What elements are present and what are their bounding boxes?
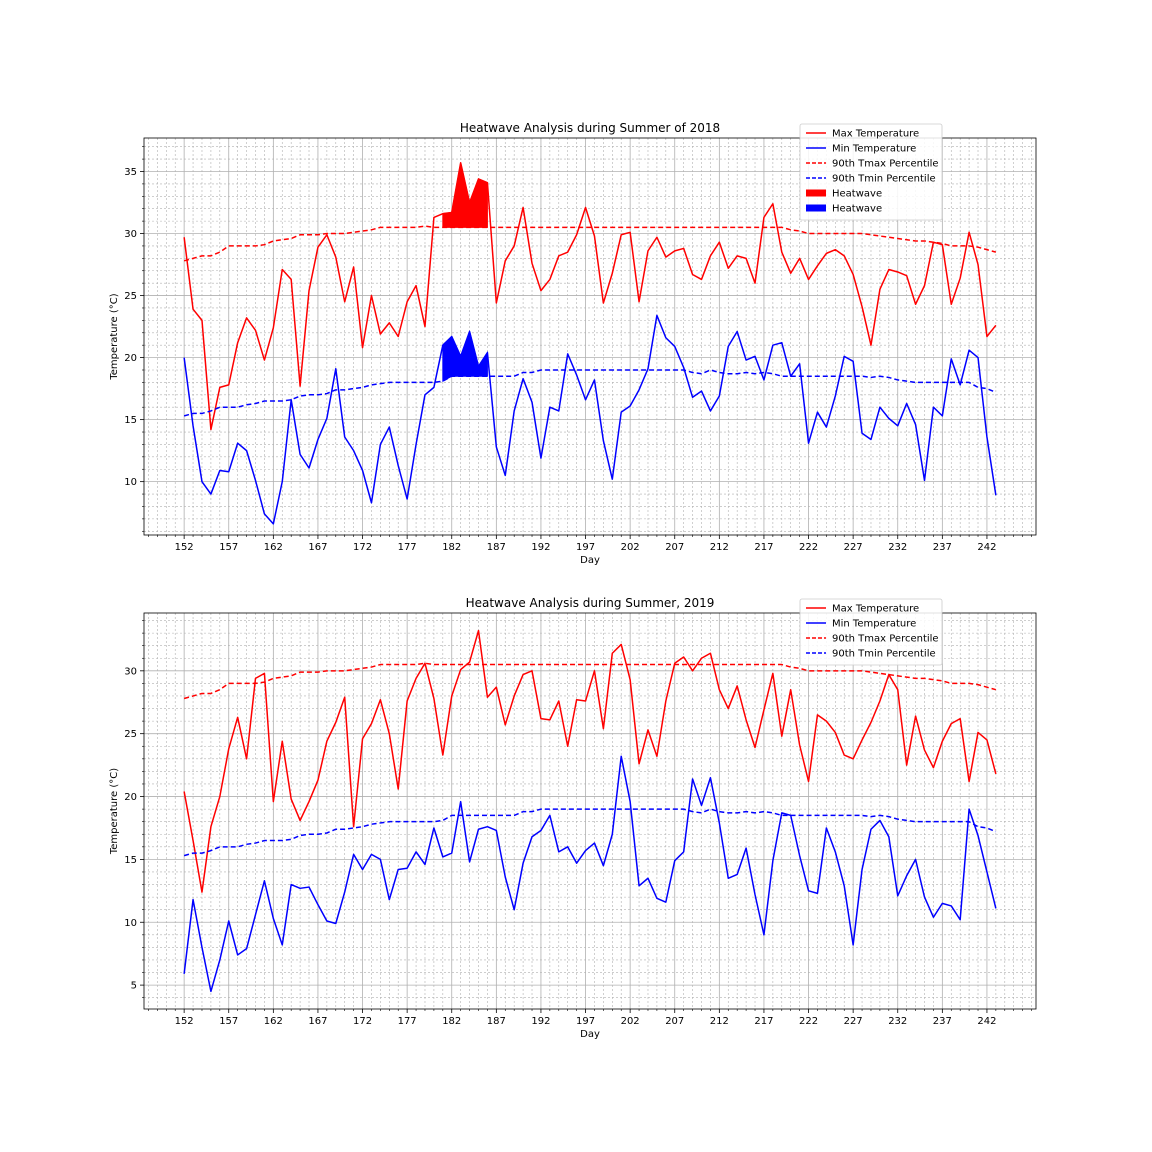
legend-box [799, 598, 943, 666]
x-tick-label: 187 [487, 1016, 506, 1027]
legend-entry-label: 90th Tmax Percentile [832, 159, 939, 170]
x-tick-label: 217 [754, 542, 773, 553]
chart-2019: 152 157 162 167 172 177 182 187 192 197 202 207 212 2… [109, 596, 1037, 1040]
x-tick-label: 167 [308, 542, 327, 553]
x-tick-label: 177 [398, 542, 417, 553]
x-tick-label: 227 [844, 1016, 863, 1027]
chart-2018: 152 157 162 167 172 177 182 187 192 197 202 207 212 2… [109, 121, 1037, 566]
legend-entry-label: Heatwave [832, 189, 882, 200]
x-tick-label: 207 [665, 1016, 684, 1027]
x-tick-label: 162 [264, 542, 283, 553]
series-line-90th-tmin-percentile [183, 369, 997, 417]
legend-entry-label: Heatwave [832, 204, 882, 215]
plot-area [144, 613, 1036, 1009]
legend-swatch-patch [806, 204, 826, 212]
x-tick-label: 157 [219, 542, 238, 553]
legend-entry-label: 90th Tmin Percentile [832, 174, 936, 185]
x-tick-label: 192 [531, 542, 550, 553]
y-axis-label: Temperature (°C) [109, 293, 120, 380]
x-axis-label: Day [580, 1029, 600, 1040]
chart-title: Heatwave Analysis during Summer of 2018 [460, 121, 720, 135]
x-tick-label: 232 [888, 1016, 907, 1027]
legend-entry-label: Max Temperature [832, 604, 919, 615]
x-tick-label: 172 [353, 1016, 372, 1027]
series-line-min-temperature [183, 314, 997, 525]
series-line-90th-tmax-percentile [183, 225, 997, 262]
y-tick-label: 15 [124, 855, 137, 866]
x-tick-label: 172 [353, 542, 372, 553]
x-tick-label: 187 [487, 542, 506, 553]
x-tick-label: 242 [977, 1016, 996, 1027]
x-tick-label: 202 [621, 1016, 640, 1027]
x-tick-label: 182 [442, 1016, 461, 1027]
y-tick-label: 10 [124, 477, 137, 488]
x-tick-label: 152 [175, 542, 194, 553]
axes-frame [143, 137, 1037, 536]
x-tick-label: 152 [175, 1016, 194, 1027]
grid [144, 613, 1036, 1009]
x-tick-label: 212 [710, 542, 729, 553]
axes-frame [143, 612, 1037, 1010]
x-tick-label: 177 [398, 1016, 417, 1027]
x-tick-label: 227 [844, 542, 863, 553]
legend-entry-label: Min Temperature [832, 144, 916, 155]
y-tick-label: 35 [124, 167, 137, 178]
series-line-min-temperature [183, 755, 997, 993]
x-tick-label: 197 [576, 542, 595, 553]
legend-entry-label: 90th Tmax Percentile [832, 634, 939, 645]
legend-entry-label: 90th Tmin Percentile [832, 649, 936, 660]
x-tick-label: 237 [933, 542, 952, 553]
y-tick-label: 20 [124, 353, 137, 364]
chart-title: Heatwave Analysis during Summer, 2019 [466, 596, 715, 610]
x-tick-label: 157 [219, 1016, 238, 1027]
y-tick-label: 30 [124, 666, 137, 677]
y-tick-label: 15 [124, 415, 137, 426]
x-tick-label: 197 [576, 1016, 595, 1027]
series-line-90th-tmin-percentile [183, 808, 997, 857]
y-tick-label: 10 [124, 918, 137, 929]
y-tick-label: 20 [124, 792, 137, 803]
x-tick-label: 237 [933, 1016, 952, 1027]
y-tick-label: 5 [131, 981, 137, 992]
series-line-max-temperature [183, 629, 997, 893]
legend-swatch-patch [806, 189, 826, 197]
legend-box [799, 123, 943, 221]
legend-entry-label: Max Temperature [832, 129, 919, 140]
x-tick-label: 162 [264, 1016, 283, 1027]
legend: Max Temperature Min Temperature 90th Tmax … [799, 598, 943, 666]
y-tick-label: 25 [124, 729, 137, 740]
x-tick-label: 217 [754, 1016, 773, 1027]
x-tick-label: 242 [977, 542, 996, 553]
x-tick-label: 202 [621, 542, 640, 553]
legend-entry-label: Min Temperature [832, 619, 916, 630]
minor-ticks [142, 146, 1032, 537]
x-tick-label: 222 [799, 542, 818, 553]
minor-ticks [142, 620, 1032, 1011]
x-tick-label: 182 [442, 542, 461, 553]
series-line-90th-tmax-percentile [183, 662, 997, 700]
y-tick-label: 25 [124, 291, 137, 302]
y-tick-label: 30 [124, 229, 137, 240]
legend: Max Temperature Min Temperature 90th Tmax … [799, 123, 943, 221]
x-axis-label: Day [580, 555, 600, 566]
x-tick-label: 207 [665, 542, 684, 553]
x-tick-label: 167 [308, 1016, 327, 1027]
y-axis-label: Temperature (°C) [109, 768, 120, 855]
x-tick-label: 232 [888, 542, 907, 553]
series-line-max-temperature [183, 162, 997, 431]
x-tick-label: 212 [710, 1016, 729, 1027]
x-tick-label: 192 [531, 1016, 550, 1027]
x-tick-label: 222 [799, 1016, 818, 1027]
